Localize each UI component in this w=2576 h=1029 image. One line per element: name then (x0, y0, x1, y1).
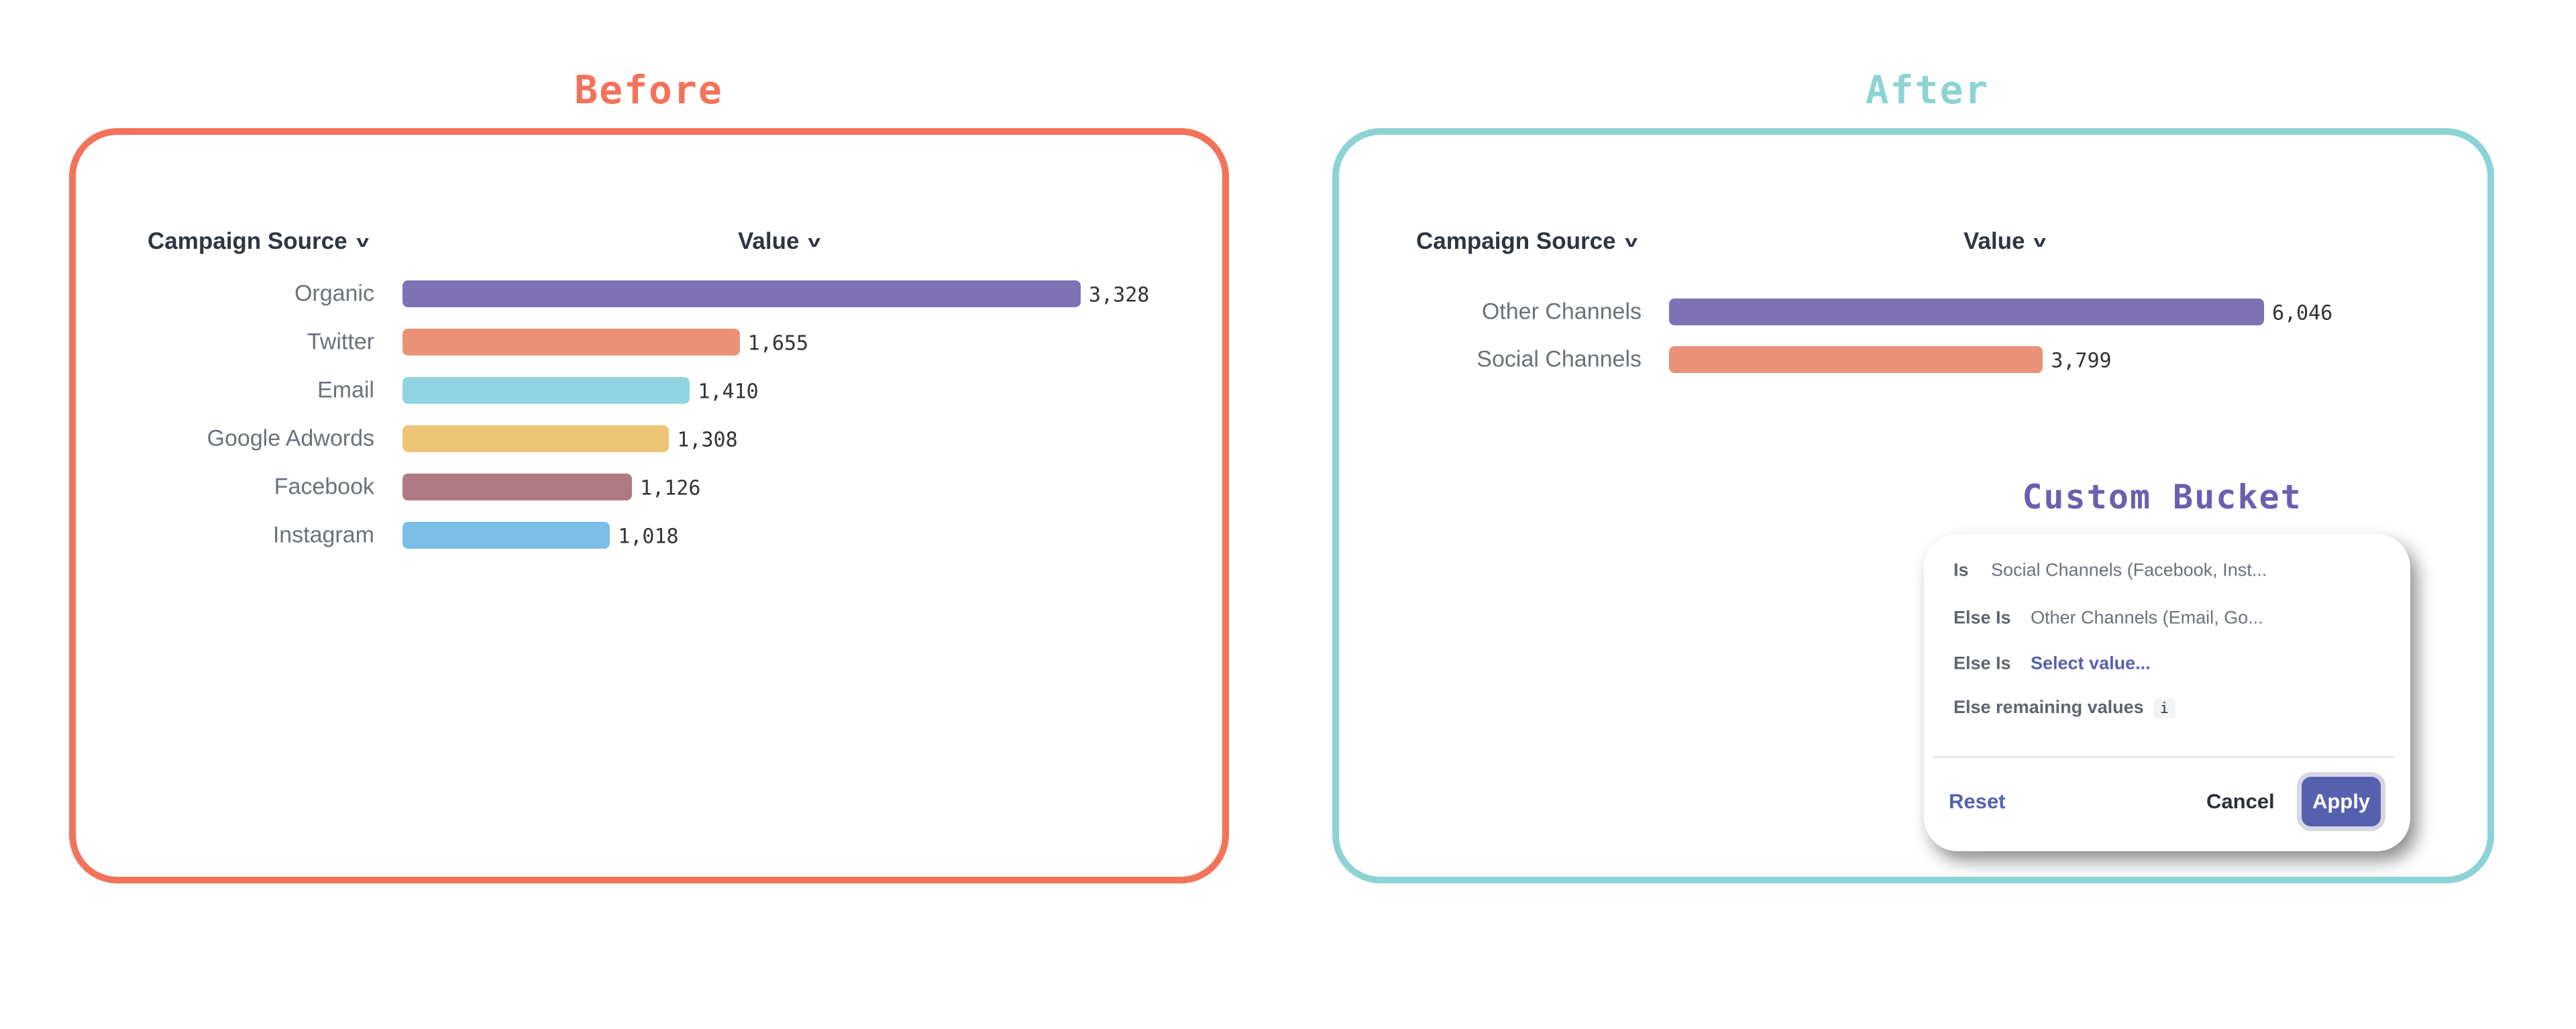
bar (1669, 299, 2264, 325)
chevron-down-icon: v (356, 233, 369, 251)
row-label: Else remaining values (1953, 697, 2144, 717)
row-label: Is (1953, 559, 1969, 580)
reset-button[interactable]: Reset (1949, 790, 2006, 813)
bar-value-label: 3,328 (1089, 283, 1150, 307)
row-label: Else Is (1953, 607, 2011, 628)
bar (402, 522, 610, 549)
custom-bucket-popup: Is Social Channels (Facebook, Inst... Els… (1924, 534, 2410, 851)
chevron-down-icon: v (1624, 233, 1638, 251)
divider (1934, 756, 2394, 758)
before-panel (69, 128, 1229, 883)
bar-label: Organic (294, 280, 374, 307)
after-header-measure[interactable]: Value v (1964, 228, 2047, 255)
header-label: Campaign Source (1416, 228, 1616, 254)
row-value: Other Channels (Email, Go... (2031, 607, 2263, 628)
after-panel (1332, 128, 2494, 883)
bar-value-label: 1,126 (640, 476, 701, 500)
bar-value-label: 1,018 (618, 525, 679, 549)
bar (402, 280, 1081, 307)
custom-bucket-title: Custom Bucket (2022, 478, 2302, 517)
header-label: Value (738, 228, 800, 254)
header-label: Value (1964, 228, 2025, 254)
bucket-row-else-is-empty[interactable]: Else Is Select value... (1953, 653, 2151, 674)
bar-value-label: 1,655 (747, 331, 809, 356)
bar-value-label: 1,410 (698, 380, 759, 404)
bar-label: Google Adwords (207, 425, 375, 451)
bucket-row-else-remaining: Else remaining values i (1953, 697, 2176, 718)
bar-label: Email (317, 377, 374, 403)
before-header-dimension[interactable]: Campaign Source v (148, 228, 369, 255)
bar-label: Other Channels (1481, 299, 1642, 325)
bucket-row-is[interactable]: Is Social Channels (Facebook, Inst... (1953, 559, 2267, 581)
bar-value-label: 1,308 (677, 428, 738, 452)
chevron-down-icon: v (2033, 233, 2047, 251)
header-label: Campaign Source (148, 228, 347, 254)
bar (402, 377, 690, 404)
cancel-button[interactable]: Cancel (2206, 790, 2275, 813)
after-title: After (1865, 67, 1990, 113)
select-value-link[interactable]: Select value... (2031, 653, 2151, 673)
before-header-measure[interactable]: Value v (738, 228, 821, 255)
bar (402, 329, 740, 356)
bar-label: Instagram (272, 522, 374, 548)
bar (402, 425, 669, 452)
apply-button[interactable]: Apply (2302, 777, 2381, 826)
bucket-row-else-is[interactable]: Else Is Other Channels (Email, Go... (1953, 607, 2263, 629)
bar-value-label: 3,799 (2051, 349, 2112, 373)
after-header-dimension[interactable]: Campaign Source v (1416, 228, 1638, 255)
bar-label: Social Channels (1477, 346, 1642, 372)
bar-label: Twitter (307, 329, 374, 355)
before-title: Before (574, 67, 723, 113)
chevron-down-icon: v (808, 233, 821, 251)
info-icon[interactable]: i (2153, 699, 2176, 718)
bar-value-label: 6,046 (2271, 301, 2333, 325)
bar (1669, 346, 2043, 373)
bar-label: Facebook (274, 474, 374, 500)
row-label: Else Is (1953, 653, 2011, 673)
bar (402, 474, 633, 500)
row-value: Social Channels (Facebook, Inst... (1991, 559, 2267, 580)
